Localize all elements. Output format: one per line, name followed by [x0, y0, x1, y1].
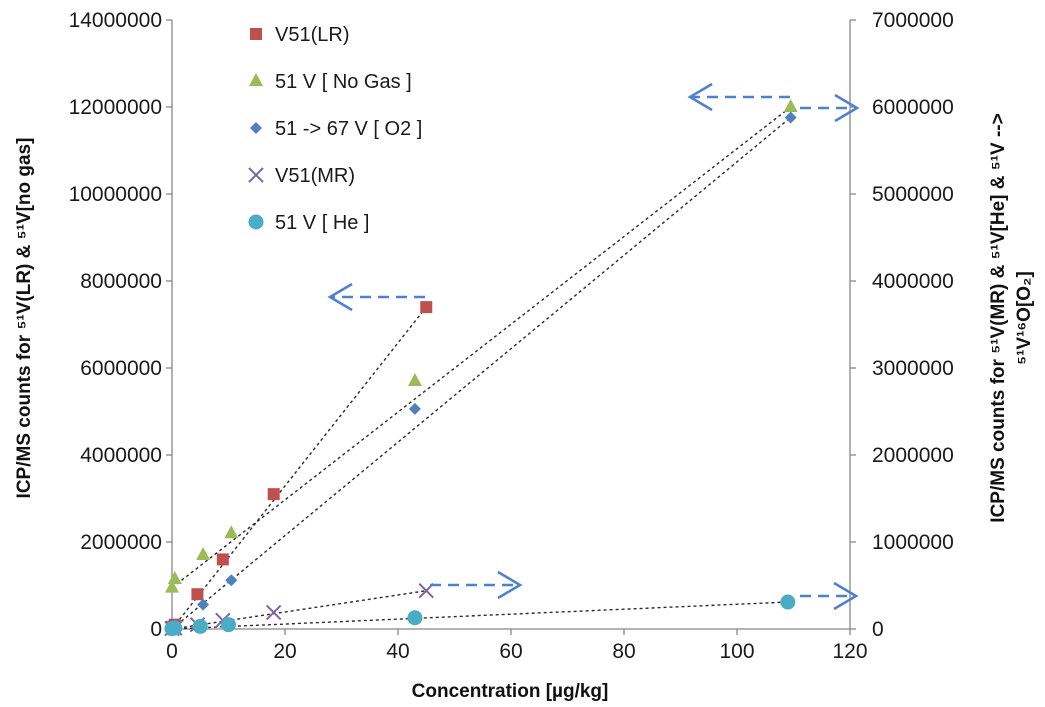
series-5-point	[221, 617, 236, 633]
series-3-point	[408, 402, 421, 415]
series-2-trendline	[171, 106, 792, 589]
arrow-head	[687, 82, 713, 112]
right-arrow-o2	[800, 93, 860, 123]
x-axis-title: Concentration [µg/kg]	[412, 681, 609, 702]
x-tick-label: 0	[166, 640, 178, 663]
series-2-point	[165, 579, 179, 593]
right-y-axis-title-line2: ⁵¹V¹⁶O[O₂]	[1014, 271, 1035, 365]
x-marker-stroke	[265, 604, 282, 621]
series-2-point	[783, 99, 798, 112]
x-tick-label: 100	[719, 640, 754, 663]
arrow-head	[833, 581, 859, 611]
x-tick-label: 40	[386, 640, 409, 663]
left-arrow-nogas	[687, 82, 790, 112]
arrow-head	[497, 570, 523, 600]
legend: V51(LR) 51 V [ No Gas ] 51 -> 67 V [ O2 ] V…	[248, 24, 422, 234]
right-arrow-mr	[430, 570, 523, 600]
legend-item: 51 -> 67 V [ O2 ]	[250, 118, 422, 140]
left-y-tick-label: 2000000	[80, 531, 162, 554]
x-tick-label: 20	[273, 640, 296, 663]
data-points	[164, 99, 798, 637]
left-y-tick-label: 4000000	[80, 444, 162, 467]
series-3-trendline	[171, 116, 792, 630]
legend-label: 51 -> 67 V [ O2 ]	[275, 118, 422, 140]
x-marker-stroke	[248, 167, 264, 183]
series-4-trendline	[171, 590, 427, 630]
legend-item: 51 V [ No Gas ]	[249, 71, 412, 93]
series-1-point	[191, 588, 204, 601]
right-y-tick-label: 0	[872, 618, 884, 641]
legend-marker	[249, 73, 263, 86]
right-y-tick-label: 4000000	[872, 270, 954, 293]
series-1-point	[216, 553, 229, 566]
legend-marker	[248, 167, 264, 183]
series-4-point	[265, 604, 282, 621]
series-2-point	[224, 525, 239, 539]
left-y-tick-label: 14000000	[69, 9, 162, 32]
series-5-point	[167, 620, 183, 636]
legend-item: V51(MR)	[248, 165, 355, 187]
series-3-point	[784, 111, 797, 124]
x-tick-label: 80	[612, 640, 635, 663]
trendlines	[171, 106, 792, 630]
series-2-point	[196, 547, 211, 561]
legend-item: V51(LR)	[250, 24, 349, 46]
right-y-tick-label: 1000000	[872, 531, 954, 554]
right-y-axis-title-line1: ICP/MS counts for ⁵¹V(MR) & ⁵¹V[He] & ⁵¹…	[988, 113, 1009, 522]
left-y-tick-label: 12000000	[69, 96, 162, 119]
legend-item: 51 V [ He ]	[248, 212, 370, 234]
series-1-point	[420, 301, 433, 314]
series-2-point	[167, 570, 182, 584]
series-5-point	[192, 618, 208, 634]
tick-labels: 0 20 40 60 80 100 1200200000040000006000000800…	[69, 9, 954, 663]
right-y-tick-label: 7000000	[872, 9, 954, 32]
left-arrow-lr	[327, 282, 425, 312]
right-y-tick-label: 3000000	[872, 357, 954, 380]
x-tick-label: 120	[832, 640, 867, 663]
series-2-point	[407, 373, 422, 387]
left-y-tick-label: 8000000	[80, 270, 162, 293]
right-y-tick-label: 6000000	[872, 96, 954, 119]
arrow-head	[834, 93, 860, 123]
right-y-tick-label: 5000000	[872, 183, 954, 206]
series-1-point	[267, 488, 280, 501]
axes	[166, 19, 856, 635]
legend-label: V51(LR)	[275, 24, 349, 46]
series-3-point	[197, 598, 210, 611]
legend-label: V51(MR)	[275, 165, 355, 187]
legend-label: 51 V [ He ]	[275, 212, 370, 234]
left-y-tick-label: 6000000	[80, 357, 162, 380]
right-arrow-he	[800, 581, 859, 611]
axis-indicator-arrows	[327, 82, 860, 611]
left-y-tick-label: 10000000	[69, 183, 162, 206]
series-5-point	[407, 610, 423, 626]
series-1-trendline	[171, 306, 427, 630]
series-5-point	[780, 594, 796, 610]
legend-label: 51 V [ No Gas ]	[275, 71, 412, 93]
series-5-trendline	[171, 601, 788, 630]
left-y-axis-title: ICP/MS counts for ⁵¹V(LR) & ⁵¹V[no gas]	[14, 138, 35, 499]
arrow-head	[327, 282, 353, 312]
x-tick-label: 60	[499, 640, 522, 663]
left-y-tick-label: 0	[150, 618, 162, 641]
series-3-point	[225, 574, 238, 587]
legend-marker	[250, 28, 262, 40]
legend-marker	[250, 122, 262, 134]
legend-marker	[248, 214, 264, 230]
right-y-tick-label: 2000000	[872, 444, 954, 467]
